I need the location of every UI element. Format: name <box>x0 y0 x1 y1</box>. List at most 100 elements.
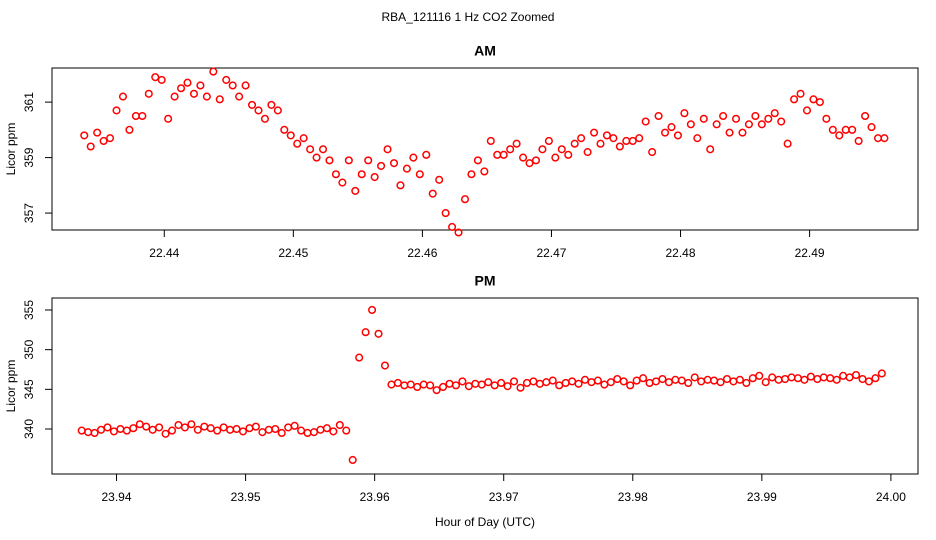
point <box>712 120 721 129</box>
point <box>226 425 235 434</box>
point <box>871 374 880 383</box>
point <box>380 361 390 370</box>
point <box>719 111 728 121</box>
point <box>129 424 138 433</box>
point <box>854 136 863 146</box>
point <box>509 377 519 386</box>
point <box>800 375 809 384</box>
point <box>177 84 186 93</box>
point <box>815 98 824 107</box>
point <box>284 423 293 432</box>
point <box>170 92 179 101</box>
point <box>613 374 622 384</box>
point <box>845 373 854 382</box>
point <box>122 426 131 435</box>
point <box>667 123 676 132</box>
point <box>742 378 751 388</box>
point <box>316 425 325 434</box>
point <box>387 380 396 389</box>
point <box>364 156 373 165</box>
point <box>703 375 712 384</box>
point <box>271 424 280 434</box>
point <box>570 139 579 148</box>
point <box>497 378 506 388</box>
point <box>861 111 870 121</box>
point <box>228 81 237 90</box>
point <box>312 153 321 162</box>
point <box>260 114 270 123</box>
point <box>590 128 599 137</box>
point <box>245 424 254 433</box>
point <box>716 378 725 387</box>
point <box>787 373 796 382</box>
x-tick-label: 23.96 <box>360 490 390 504</box>
point <box>448 222 457 231</box>
point <box>99 136 108 146</box>
point <box>512 139 521 148</box>
point <box>148 425 157 434</box>
point <box>213 426 222 435</box>
point <box>187 420 196 429</box>
point <box>499 150 508 159</box>
point <box>400 381 409 390</box>
point <box>660 128 670 137</box>
point <box>277 428 286 438</box>
panel-title: AM <box>474 43 496 59</box>
point <box>848 125 857 134</box>
point <box>454 228 463 237</box>
point <box>439 382 448 392</box>
point <box>109 427 118 436</box>
point <box>639 374 648 383</box>
x-tick-label: 23.97 <box>489 490 519 504</box>
point <box>706 145 715 154</box>
point <box>290 421 299 430</box>
y-tick-label: 355 <box>22 300 36 320</box>
panel-title: PM <box>475 273 496 289</box>
point <box>322 424 331 433</box>
point <box>435 175 444 184</box>
point <box>761 378 770 387</box>
point <box>722 374 732 384</box>
point <box>748 374 757 383</box>
point <box>828 125 837 134</box>
y-axis-label: Licor ppm <box>4 123 18 176</box>
point <box>174 420 183 430</box>
point <box>118 92 128 101</box>
point <box>764 114 773 123</box>
point <box>684 378 693 388</box>
point <box>112 106 121 115</box>
y-tick-label: 350 <box>22 339 36 359</box>
point <box>303 428 312 438</box>
point <box>138 111 147 121</box>
point <box>551 153 560 162</box>
point <box>377 161 386 170</box>
point <box>693 134 702 143</box>
point <box>80 131 89 140</box>
point <box>686 120 695 129</box>
point <box>852 370 861 380</box>
point <box>116 424 125 434</box>
point <box>580 375 590 384</box>
point <box>370 172 379 182</box>
point <box>867 123 876 132</box>
point <box>544 136 553 146</box>
point <box>774 375 783 384</box>
point <box>389 159 399 168</box>
point <box>783 139 792 148</box>
point <box>480 167 489 176</box>
x-tick-label: 23.95 <box>231 490 261 504</box>
point <box>615 142 624 151</box>
point <box>529 377 538 386</box>
point <box>490 381 499 390</box>
point <box>164 114 173 123</box>
point <box>777 117 786 126</box>
point <box>757 120 766 129</box>
point <box>415 170 424 179</box>
point <box>813 374 822 384</box>
point <box>664 378 673 387</box>
x-tick-label: 24.00 <box>876 490 906 504</box>
x-tick-label: 23.98 <box>618 490 648 504</box>
point <box>697 377 706 386</box>
point <box>200 422 209 431</box>
